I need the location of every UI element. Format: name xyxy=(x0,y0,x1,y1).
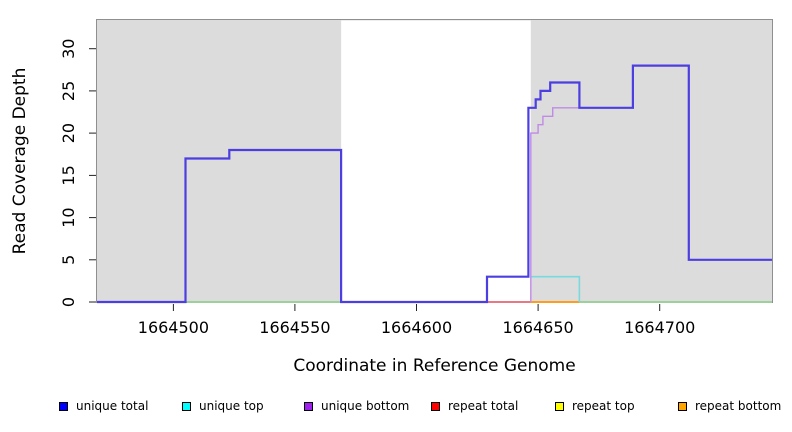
x-tick-label: 1664600 xyxy=(381,318,452,337)
series-unique-bottom-line xyxy=(530,107,633,302)
x-axis-title: Coordinate in Reference Genome xyxy=(293,356,576,376)
y-tick-label: 5 xyxy=(59,255,78,265)
plot-border xyxy=(96,19,773,303)
series-unique-top-line xyxy=(530,275,581,302)
x-tick-label: 1664700 xyxy=(624,318,695,337)
y-tick-label: 30 xyxy=(59,39,78,59)
y-tick-label: 25 xyxy=(59,81,78,101)
y-axis-title: Read Coverage Depth xyxy=(10,67,30,255)
unmasked-region xyxy=(341,20,531,303)
y-tick-label: 20 xyxy=(59,123,78,143)
y-tick-label: 10 xyxy=(59,207,78,227)
x-tick-label: 1664500 xyxy=(138,318,209,337)
x-tick-label: 1664550 xyxy=(259,318,330,337)
y-tick-label: 15 xyxy=(59,165,78,185)
y-tick-label: 0 xyxy=(59,297,78,307)
series-unique-total-line xyxy=(97,64,772,304)
x-tick-label: 1664650 xyxy=(502,318,573,337)
